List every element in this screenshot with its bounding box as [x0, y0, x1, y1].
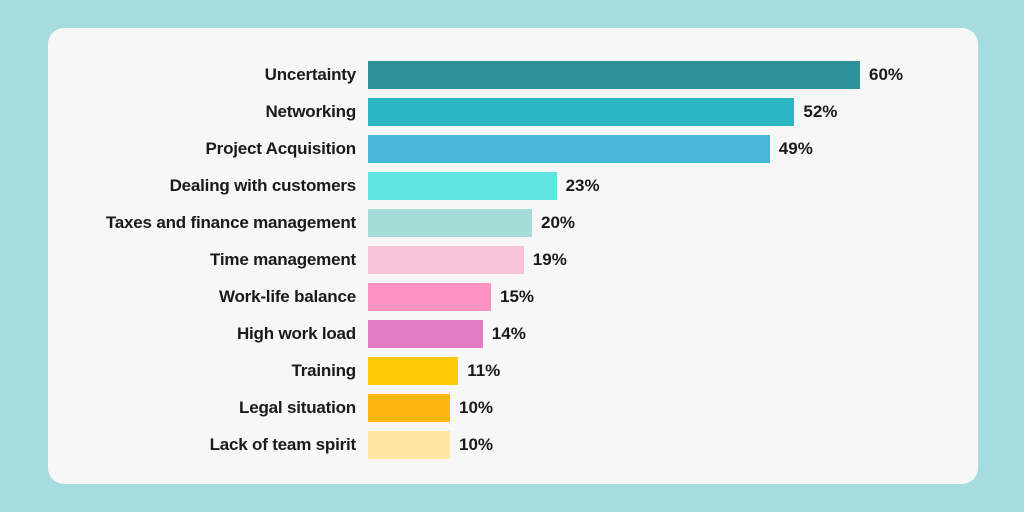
chart-row: Time management 19% [48, 246, 978, 274]
value-label: 52% [803, 102, 838, 121]
category-label: Project Acquisition [205, 139, 357, 158]
bar [368, 246, 524, 274]
chart-card: Uncertainty 60% Networking 52% Project Acqui… [48, 28, 978, 484]
chart-row: Taxes and finance management 20% [48, 209, 978, 237]
category-label: Lack of team spirit [209, 435, 357, 454]
category-label: Networking [265, 102, 356, 121]
chart-row: Work-life balance 15% [48, 283, 978, 311]
category-label: Training [291, 361, 356, 380]
bar [368, 431, 450, 459]
value-label: 15% [500, 287, 535, 306]
chart-row: Legal situation 10% [48, 394, 978, 422]
value-label: 19% [532, 250, 567, 269]
category-label: High work load [236, 324, 356, 343]
value-label: 20% [541, 213, 576, 232]
chart-row: Networking 52% [48, 98, 978, 126]
bar [368, 135, 770, 163]
chart-row: High work load 14% [48, 320, 978, 348]
bar [368, 98, 795, 126]
category-label: Legal situation [239, 398, 356, 417]
category-label: Uncertainty [264, 65, 357, 84]
value-label: 11% [467, 361, 501, 380]
bar [368, 320, 483, 348]
value-label: 14% [491, 324, 526, 343]
chart-row: Training 11% [48, 357, 978, 385]
value-label: 23% [565, 176, 600, 195]
chart-row: Dealing with customers 23% [48, 172, 978, 200]
chart-row: Lack of team spirit 10% [48, 431, 978, 459]
category-label: Taxes and finance management [105, 213, 356, 232]
bar [368, 209, 532, 237]
value-label: 10% [459, 435, 494, 454]
value-label: 60% [869, 65, 904, 84]
bar [368, 172, 557, 200]
bar [368, 357, 459, 385]
bar-chart: Uncertainty 60% Networking 52% Project Acqui… [48, 61, 978, 468]
chart-row: Project Acquisition 49% [48, 135, 978, 163]
value-label: 49% [778, 139, 813, 158]
category-label: Dealing with customers [169, 176, 357, 195]
bar [368, 283, 491, 311]
category-label: Time management [210, 250, 356, 269]
bar [368, 61, 860, 89]
bar [368, 394, 450, 422]
value-label: 10% [459, 398, 494, 417]
chart-row: Uncertainty 60% [48, 61, 978, 89]
category-label: Work-life balance [218, 287, 356, 306]
